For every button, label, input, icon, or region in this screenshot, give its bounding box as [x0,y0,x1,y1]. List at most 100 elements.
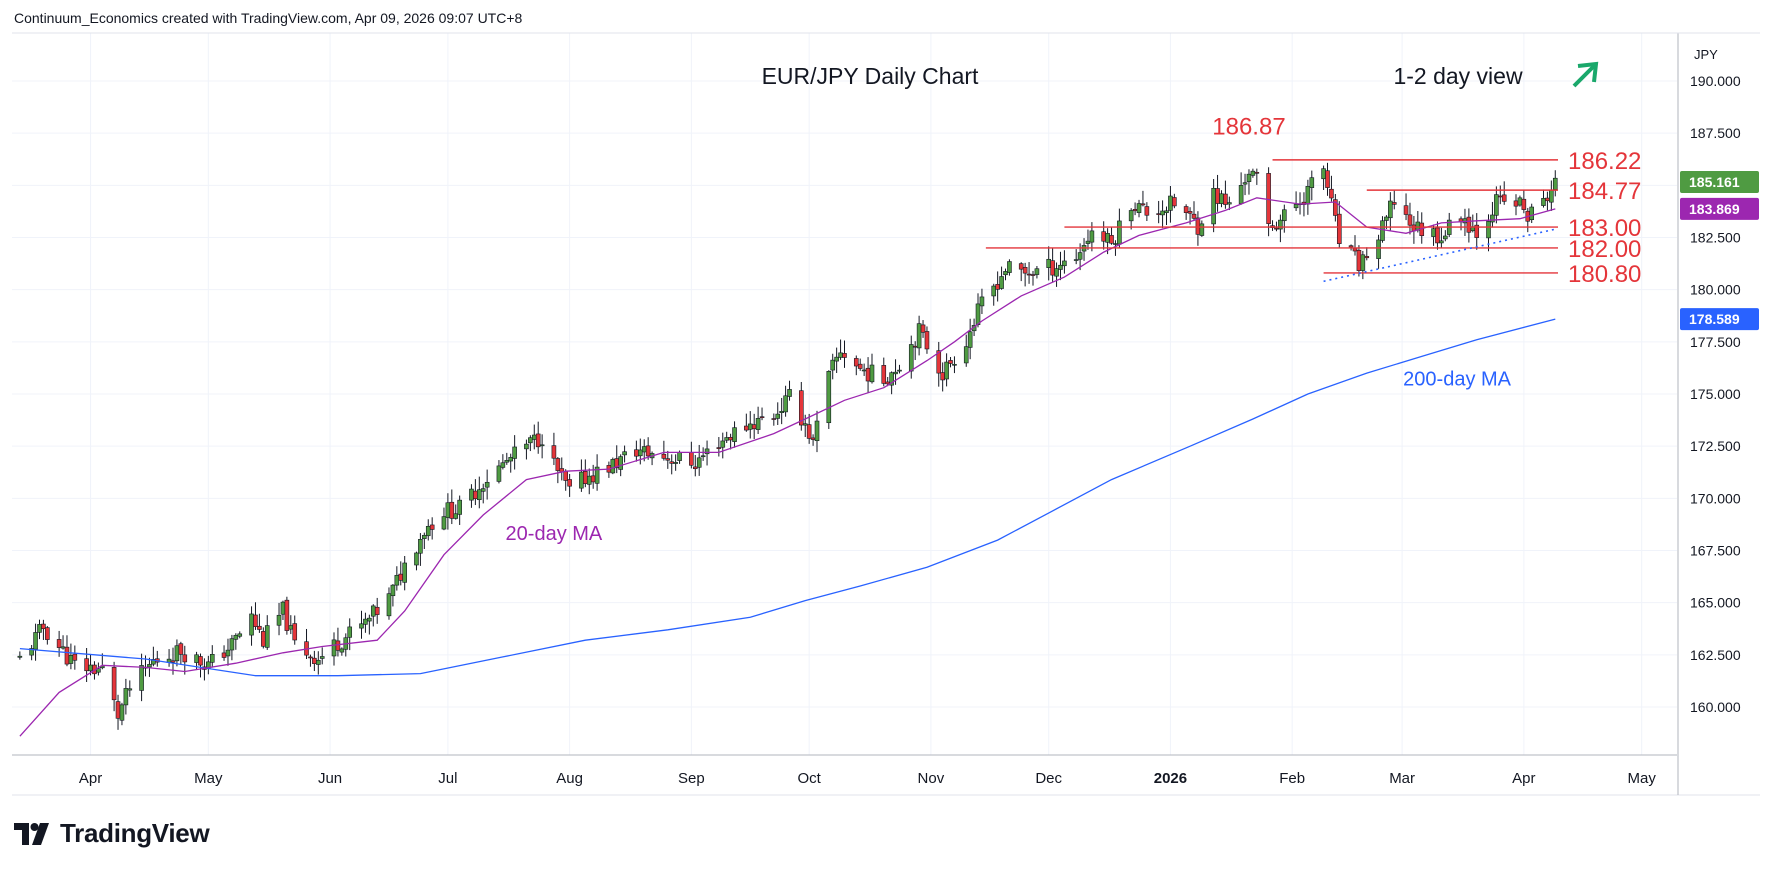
candle-up [720,440,726,448]
candle-down [728,437,733,441]
candle-down [1352,247,1358,252]
candle-up [531,434,537,440]
x-tick-label: May [194,770,223,787]
x-tick-label: Feb [1279,770,1305,787]
candle-down [940,372,945,381]
candle-up [1089,230,1095,243]
level-label: 180.80 [1568,261,1641,288]
candle-up [1360,254,1366,271]
candle-up [469,488,474,501]
candle-up [37,624,42,633]
candle-up [1278,219,1283,230]
price-tag-label: 185.161 [1689,174,1740,190]
candle-up [893,371,898,375]
candle-up [1486,221,1491,239]
candle-down [1474,224,1480,238]
candle-up [1160,210,1165,216]
candle-down [257,625,262,630]
candle-up [445,502,451,518]
candle-up [1549,189,1554,203]
candle-down [284,599,290,631]
candle-down [567,479,572,487]
candle-down [72,653,78,661]
y-tick-label: 165.000 [1690,595,1741,611]
candle-up [418,539,423,554]
candle-down [449,501,455,519]
candle-down [1156,213,1161,215]
candle-down [920,324,926,333]
candle-up [677,452,682,461]
candle-up [508,457,514,462]
candle-down [1018,263,1024,270]
candle-up [528,437,533,444]
x-tick-label: Aug [556,770,583,787]
y-tick-label: 170.000 [1690,490,1741,506]
tradingview-brand: TradingView [60,818,210,848]
candle-up [17,655,23,658]
candle-up [963,346,969,364]
price-tag [1680,197,1759,220]
candle-down [111,667,117,701]
x-tick-label: Apr [1512,770,1535,787]
candle-up [1034,268,1040,275]
candle-down [56,639,62,648]
candle-down [1172,197,1177,207]
view-label: 1-2 day view [1393,63,1523,89]
x-tick-label: Sep [678,770,705,787]
candle-up [524,443,529,450]
candle-up [359,623,364,629]
candle-up [579,471,584,489]
candle-up [1552,177,1558,190]
candle-up [1380,220,1385,241]
candle-down [1356,249,1362,271]
candle-up [869,364,875,383]
candle-up [1529,206,1535,220]
candle-down [64,646,70,665]
tradingview-logo[interactable]: TradingView [14,818,210,849]
candle-up [233,634,239,640]
candle-up [539,444,545,447]
candle-down [1407,214,1413,226]
candle-down [1403,205,1409,215]
candle-up [363,618,368,625]
candle-up [1388,200,1393,219]
ma20-line [19,197,1556,737]
candle-up [696,457,702,468]
candle-up [1490,214,1495,223]
candle-up [194,654,199,663]
candle-up [1211,187,1216,225]
candle-up [1227,202,1232,205]
candle-up [1431,228,1436,237]
candle-down [716,447,722,449]
candle-up [370,605,376,617]
candle-up [908,344,914,372]
candle-up [830,359,836,371]
candle-up [264,625,270,648]
x-tick-label: Jun [318,770,342,787]
candle-up [594,466,600,484]
candle-up [315,659,321,665]
candle-down [853,358,859,367]
ma20-label: 20-day MA [506,523,603,545]
candle-up [390,584,396,597]
candle-down [170,660,176,663]
candle-down [806,424,812,439]
level-label: 183.00 [1568,215,1641,242]
y-tick-label: 160.000 [1690,699,1741,715]
candle-up [288,625,294,630]
candle-up [1168,195,1173,211]
candle-up [610,459,616,474]
candle-down [221,652,227,658]
candle-down [1545,197,1550,202]
x-tick-label: Apr [79,770,102,787]
candle-down [865,367,871,382]
candle-up [33,632,38,650]
candle-down [692,466,698,470]
candle-up [638,449,643,457]
candle-up [96,668,101,673]
candle-down [398,573,404,581]
candle-down [1274,227,1279,230]
candle-up [319,656,325,659]
candle-down [1254,172,1260,174]
